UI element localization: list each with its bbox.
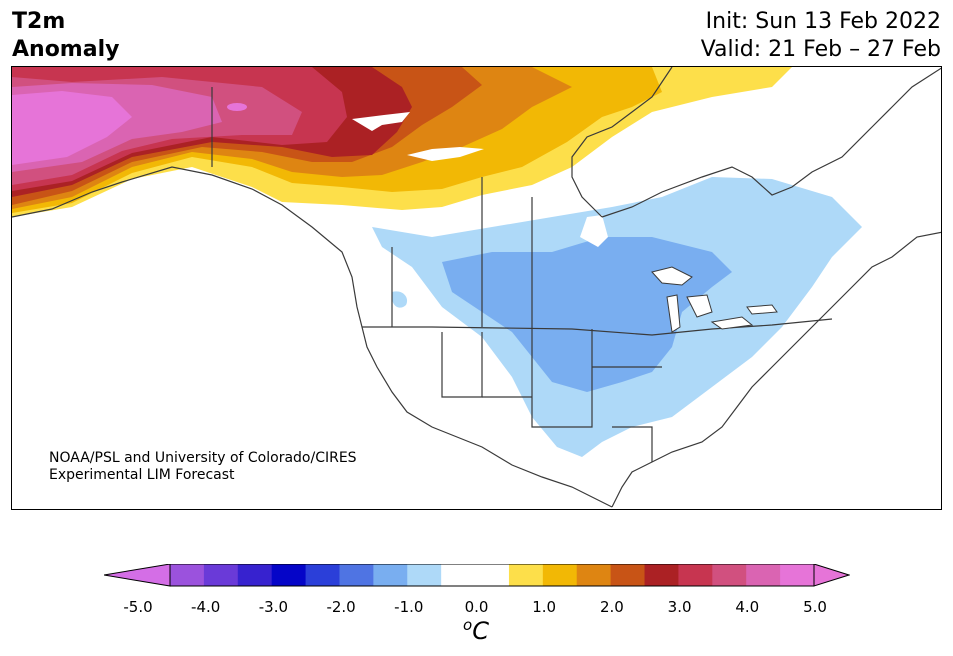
colorbar-cell	[237, 564, 273, 586]
valid-date: Valid: 21 Feb – 27 Feb	[700, 37, 941, 62]
unit-base: C	[472, 617, 489, 645]
colorbar-cell	[339, 564, 374, 586]
colorbar-high-extension	[813, 564, 850, 587]
colorbar-cells	[170, 564, 815, 586]
colorbar-tick-label: -5.0	[123, 598, 153, 616]
title-line-1: T2m	[12, 9, 66, 34]
coastline-outlines	[12, 67, 941, 508]
great-lakes	[651, 266, 778, 333]
colorbar-cell	[576, 564, 612, 586]
colorbar-cell	[712, 564, 747, 586]
colorbar-tick-label: -1.0	[394, 598, 424, 616]
lake-great-slave	[407, 147, 484, 161]
colorbar-cell	[407, 564, 442, 586]
anomaly-magenta-spot	[227, 103, 247, 111]
map-canvas	[12, 67, 941, 508]
colorbar-cell	[678, 564, 713, 586]
colorbar-tick-label: -4.0	[191, 598, 221, 616]
colorbar-cell	[305, 564, 340, 586]
colorbar-low-extension	[104, 564, 171, 587]
colorbar-cell	[644, 564, 679, 586]
credit-line-2: Experimental LIM Forecast	[49, 467, 235, 483]
colorbar-cell	[508, 564, 544, 586]
colorbar-cell	[373, 564, 408, 586]
colorbar-cell	[610, 564, 646, 586]
title-line-2: Anomaly	[12, 37, 120, 62]
colorbar-cell	[475, 564, 510, 586]
unit-label: oC	[463, 616, 489, 645]
lake-great-bear	[352, 112, 410, 131]
credit-line-1: NOAA/PSL and University of Colorado/CIRE…	[49, 450, 357, 466]
map-title: T2m Anomaly	[12, 8, 119, 64]
colorbar-border	[169, 564, 815, 587]
colorbar-cell	[780, 564, 815, 586]
unit-degree: o	[463, 616, 473, 634]
credit-text: NOAA/PSL and University of Colorado/CIRE…	[49, 450, 357, 484]
colorbar-cell	[170, 564, 205, 586]
colorbar-tick-label: -3.0	[258, 598, 289, 616]
colorbar-cell	[441, 564, 476, 586]
anomaly-light-blue-west-blob	[391, 291, 408, 308]
colorbar-cell	[271, 564, 307, 586]
anomaly-map	[11, 66, 942, 510]
colorbar-cell	[542, 564, 578, 586]
colorbar-cell	[203, 564, 239, 586]
colorbar-tick-label: 1.0	[532, 598, 557, 616]
colorbar-tick-label: 0.0	[464, 598, 489, 616]
colorbar-tick-label: 4.0	[735, 598, 760, 616]
colorbar	[104, 564, 850, 587]
colorbar-tick-label: 2.0	[599, 598, 624, 616]
colorbar-tick-label: 5.0	[803, 598, 827, 616]
colorbar-tick-label: -2.0	[326, 598, 356, 616]
colorbar-cell	[746, 564, 781, 586]
init-date: Init: Sun 13 Feb 2022	[705, 9, 941, 34]
colorbar-tick-label: 3.0	[667, 598, 692, 616]
forecast-dates: Init: Sun 13 Feb 2022 Valid: 21 Feb – 27…	[701, 8, 941, 64]
anomaly-white-gap	[580, 215, 608, 247]
anomaly-magenta	[12, 91, 132, 165]
